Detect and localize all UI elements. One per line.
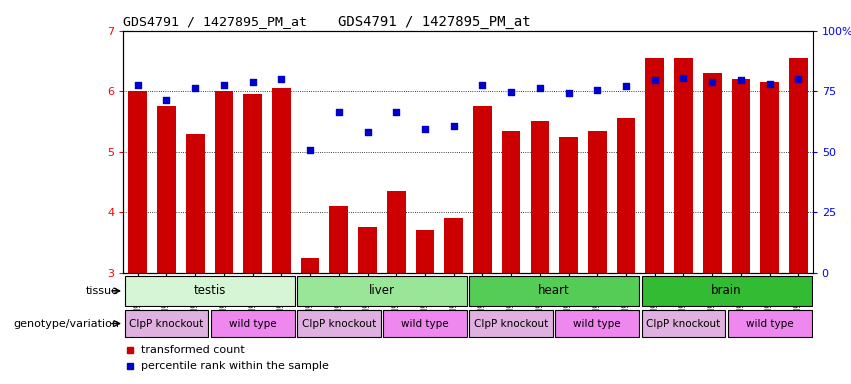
Bar bbox=[329, 206, 348, 273]
Bar bbox=[469, 276, 639, 306]
Point bbox=[275, 76, 288, 82]
Point bbox=[447, 123, 460, 129]
Point bbox=[332, 109, 346, 116]
Bar bbox=[243, 94, 262, 273]
Text: brain: brain bbox=[711, 285, 742, 297]
Bar bbox=[124, 276, 294, 306]
Text: ClpP knockout: ClpP knockout bbox=[129, 318, 203, 329]
Bar bbox=[358, 227, 377, 273]
Bar bbox=[387, 191, 406, 273]
Point bbox=[791, 76, 805, 82]
Bar bbox=[297, 276, 467, 306]
Point bbox=[418, 126, 431, 132]
Point bbox=[217, 82, 231, 88]
Bar bbox=[211, 310, 294, 337]
Text: GDS4791 / 1427895_PM_at: GDS4791 / 1427895_PM_at bbox=[123, 15, 307, 28]
Bar bbox=[674, 58, 693, 273]
Point bbox=[620, 83, 633, 89]
Bar bbox=[214, 91, 233, 273]
Bar bbox=[124, 310, 208, 337]
Text: heart: heart bbox=[539, 285, 570, 297]
Bar bbox=[444, 218, 463, 273]
Text: transformed count: transformed count bbox=[140, 345, 244, 355]
Text: ClpP knockout: ClpP knockout bbox=[646, 318, 721, 329]
Point bbox=[188, 85, 202, 91]
Text: wild type: wild type bbox=[745, 318, 793, 329]
Text: tissue: tissue bbox=[86, 286, 119, 296]
Bar bbox=[732, 79, 751, 273]
Point bbox=[160, 97, 174, 103]
Bar bbox=[789, 58, 808, 273]
Point bbox=[562, 90, 575, 96]
Bar bbox=[186, 134, 204, 273]
Bar bbox=[642, 310, 725, 337]
Bar bbox=[502, 131, 521, 273]
Point bbox=[505, 89, 518, 96]
Text: ClpP knockout: ClpP knockout bbox=[301, 318, 376, 329]
Text: testis: testis bbox=[193, 285, 226, 297]
Bar bbox=[645, 58, 664, 273]
Bar bbox=[129, 91, 147, 273]
Point bbox=[131, 82, 145, 88]
Point bbox=[533, 85, 546, 91]
Bar bbox=[469, 310, 553, 337]
Bar bbox=[157, 106, 176, 273]
Bar bbox=[415, 230, 434, 273]
Bar bbox=[383, 310, 467, 337]
Text: ClpP knockout: ClpP knockout bbox=[474, 318, 548, 329]
Text: genotype/variation: genotype/variation bbox=[13, 318, 119, 329]
Bar bbox=[559, 137, 578, 273]
Text: wild type: wild type bbox=[574, 318, 621, 329]
Text: percentile rank within the sample: percentile rank within the sample bbox=[140, 361, 328, 371]
Text: wild type: wild type bbox=[401, 318, 448, 329]
Point bbox=[648, 77, 661, 83]
Bar bbox=[617, 118, 636, 273]
Bar bbox=[297, 310, 380, 337]
Bar bbox=[728, 310, 812, 337]
Point bbox=[303, 147, 317, 154]
Point bbox=[762, 81, 776, 87]
Point bbox=[390, 109, 403, 116]
Bar bbox=[642, 276, 812, 306]
Bar bbox=[530, 121, 549, 273]
Point bbox=[246, 79, 260, 85]
Point bbox=[591, 87, 604, 93]
Bar bbox=[588, 131, 607, 273]
Bar bbox=[703, 73, 722, 273]
Text: liver: liver bbox=[368, 285, 395, 297]
Bar bbox=[556, 310, 639, 337]
Point bbox=[705, 78, 719, 84]
Point bbox=[734, 77, 748, 83]
Point bbox=[476, 82, 489, 88]
Bar bbox=[272, 88, 291, 273]
Text: wild type: wild type bbox=[229, 318, 277, 329]
Text: GDS4791 / 1427895_PM_at: GDS4791 / 1427895_PM_at bbox=[338, 15, 530, 29]
Point bbox=[677, 75, 690, 81]
Point bbox=[361, 129, 374, 136]
Bar bbox=[473, 106, 492, 273]
Bar bbox=[300, 258, 319, 273]
Bar bbox=[760, 82, 779, 273]
